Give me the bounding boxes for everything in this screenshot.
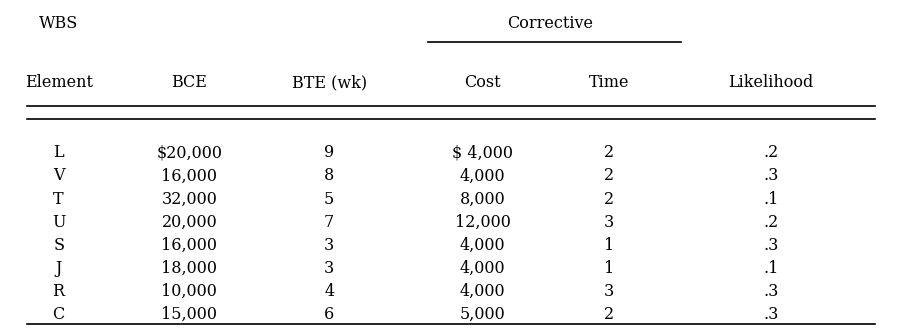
Text: 3: 3: [324, 237, 335, 254]
Text: WBS: WBS: [39, 15, 78, 32]
Text: Element: Element: [24, 74, 93, 91]
Text: 6: 6: [324, 306, 335, 323]
Text: 4,000: 4,000: [460, 260, 505, 277]
Text: L: L: [53, 144, 64, 162]
Text: .3: .3: [763, 168, 779, 184]
Text: 20,000: 20,000: [161, 214, 217, 230]
Text: $ 4,000: $ 4,000: [452, 144, 513, 162]
Text: V: V: [53, 168, 64, 184]
Text: 5,000: 5,000: [460, 306, 505, 323]
Text: BCE: BCE: [171, 74, 207, 91]
Text: .1: .1: [763, 191, 779, 208]
Text: BTE (wk): BTE (wk): [291, 74, 367, 91]
Text: 9: 9: [324, 144, 335, 162]
Text: 10,000: 10,000: [161, 283, 217, 300]
Text: 2: 2: [603, 144, 614, 162]
Text: 2: 2: [603, 191, 614, 208]
Text: 12,000: 12,000: [455, 214, 511, 230]
Text: 4,000: 4,000: [460, 168, 505, 184]
Text: C: C: [52, 306, 65, 323]
Text: 8,000: 8,000: [460, 191, 505, 208]
Text: R: R: [52, 283, 65, 300]
Text: 7: 7: [324, 214, 335, 230]
Text: 18,000: 18,000: [161, 260, 217, 277]
Text: .3: .3: [763, 283, 779, 300]
Text: Cost: Cost: [465, 74, 501, 91]
Text: 16,000: 16,000: [161, 168, 217, 184]
Text: 1: 1: [603, 260, 614, 277]
Text: 5: 5: [324, 191, 335, 208]
Text: U: U: [52, 214, 65, 230]
Text: S: S: [53, 237, 64, 254]
Text: 4,000: 4,000: [460, 283, 505, 300]
Text: T: T: [53, 191, 64, 208]
Text: .2: .2: [764, 214, 778, 230]
Text: $20,000: $20,000: [156, 144, 223, 162]
Text: 2: 2: [603, 306, 614, 323]
Text: Likelihood: Likelihood: [729, 74, 814, 91]
Text: 1: 1: [603, 237, 614, 254]
Text: 8: 8: [324, 168, 335, 184]
Text: 32,000: 32,000: [161, 191, 217, 208]
Text: .1: .1: [763, 260, 779, 277]
Text: 16,000: 16,000: [161, 237, 217, 254]
Text: .3: .3: [763, 237, 779, 254]
Text: 15,000: 15,000: [161, 306, 217, 323]
Text: .2: .2: [764, 144, 778, 162]
Text: 4: 4: [324, 283, 335, 300]
Text: Corrective: Corrective: [507, 15, 594, 32]
Text: 3: 3: [603, 214, 614, 230]
Text: 3: 3: [324, 260, 335, 277]
Text: 4,000: 4,000: [460, 237, 505, 254]
Text: 3: 3: [603, 283, 614, 300]
Text: 2: 2: [603, 168, 614, 184]
Text: .3: .3: [763, 306, 779, 323]
Text: Time: Time: [589, 74, 629, 91]
Text: J: J: [55, 260, 62, 277]
